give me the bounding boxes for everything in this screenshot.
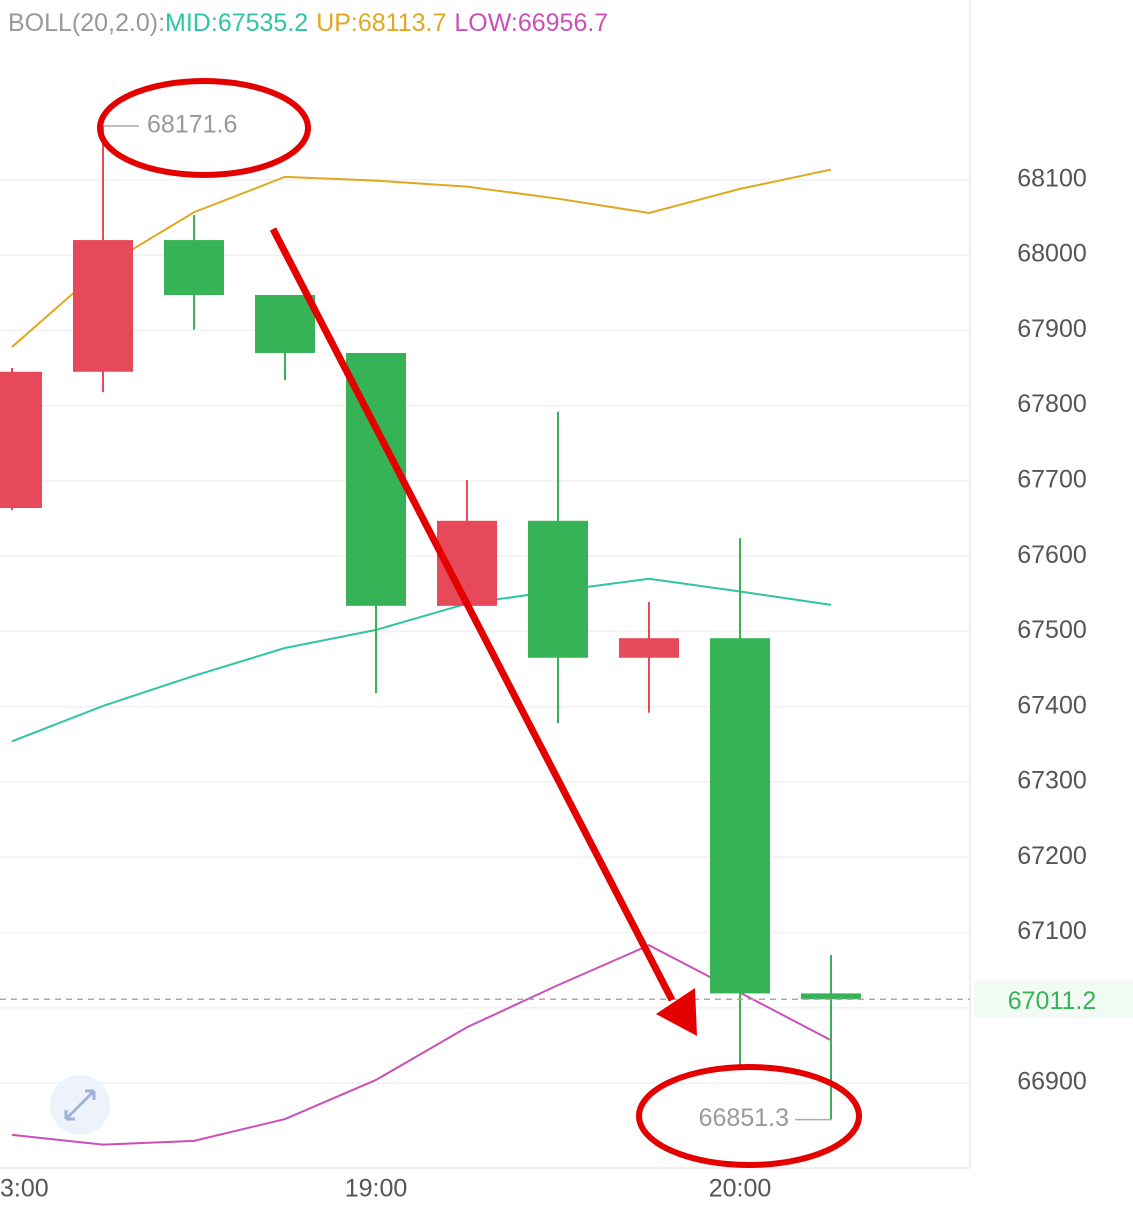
legend-text: MID: [165,9,218,37]
candle-body [619,638,679,658]
highlight-ellipse [97,78,311,178]
band-line [11,577,832,743]
y-tick-label: 67700 [1017,466,1087,494]
candle-body [164,240,224,296]
candle-body [801,993,861,1000]
y-tick-label: 67600 [1017,541,1087,569]
candle-body [710,638,770,994]
expand-icon [64,1089,96,1121]
y-tick-label: 67200 [1017,842,1087,870]
highlight-ellipse [636,1064,862,1168]
y-tick-label: 67800 [1017,390,1087,418]
x-tick-label: 19:00 [345,1175,408,1203]
legend-text: 66956.7 [518,9,608,37]
candle-body [528,520,588,658]
min-label: 66851.3 [699,1104,789,1132]
trend-arrow [269,227,676,1002]
y-tick-label: 66900 [1017,1068,1087,1096]
y-tick-label: 67400 [1017,691,1087,719]
y-tick-label: 68100 [1017,164,1087,192]
candle-body [73,240,133,372]
y-tick-label: 67900 [1017,315,1087,343]
legend-text: 68113.7 [358,9,447,37]
last-price-label: 67011.2 [1008,987,1097,1015]
legend-text: UP: [316,9,358,37]
y-tick-label: 67300 [1017,767,1087,795]
y-tick-label: 68000 [1017,240,1087,268]
legend-text: 67535.2 [218,9,308,37]
candle-body [255,295,315,353]
legend: BOLL(20,2.0):MID:67535.2 UP:68113.7 LOW:66… [8,9,608,37]
legend-text: LOW: [454,9,517,37]
last-price-box [974,980,1133,1019]
max-label: 68171.6 [147,111,237,139]
y-tick-label: 67500 [1017,616,1087,644]
y-tick-label: 67100 [1017,917,1087,945]
candle-body [0,371,42,508]
band-line [11,168,832,348]
arrow-head [656,988,697,1036]
legend-text: BOLL(20,2.0): [8,9,165,37]
x-tick-label: 20:00 [709,1175,772,1203]
x-tick-label: 3:00 [0,1175,49,1203]
band-line [11,944,832,1146]
